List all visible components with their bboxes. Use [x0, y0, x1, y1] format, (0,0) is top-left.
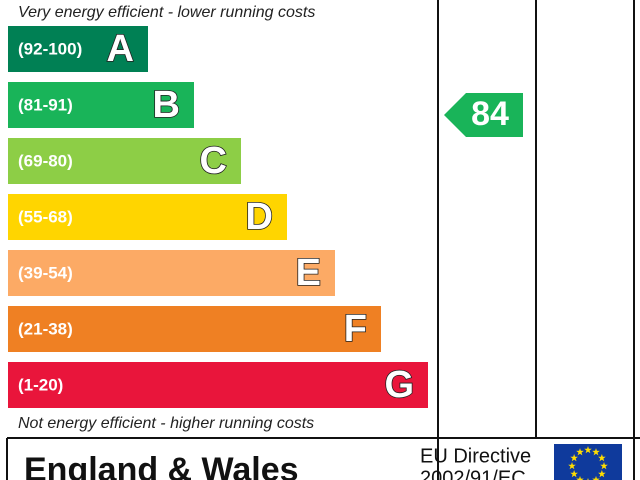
top-note: Very energy efficient - lower running co… — [18, 4, 315, 21]
band — [8, 26, 148, 72]
bottom-note: Not energy efficient - higher running co… — [18, 415, 314, 432]
band-range: (1-20) — [18, 375, 63, 394]
eu-star — [568, 462, 576, 470]
band-letter: A — [107, 28, 134, 70]
band-letter: F — [344, 308, 367, 350]
eu-stars — [568, 446, 608, 480]
band-letter: C — [200, 140, 227, 182]
band-range: (92-100) — [18, 39, 82, 58]
band-letter: G — [384, 364, 414, 406]
eu-star — [584, 446, 592, 454]
band-letter: B — [153, 84, 180, 126]
directive: EU Directive — [420, 445, 531, 467]
band — [8, 250, 335, 296]
band — [8, 194, 287, 240]
eu-star — [576, 475, 584, 480]
band-range: (69-80) — [18, 151, 73, 170]
band — [8, 82, 194, 128]
eu-star — [598, 470, 606, 478]
eu-star — [570, 454, 578, 462]
eu-star — [592, 475, 600, 480]
eu-star — [592, 448, 600, 456]
eu-star — [570, 470, 578, 478]
eu-star — [576, 448, 584, 456]
band — [8, 362, 428, 408]
band-range: (21-38) — [18, 319, 73, 338]
eu-star — [600, 462, 608, 470]
band-range: (55-68) — [18, 207, 73, 226]
region: England & Wales — [24, 451, 299, 480]
band — [8, 306, 381, 352]
band — [8, 138, 241, 184]
frame — [6, 0, 640, 480]
band-letter: D — [246, 196, 273, 238]
eu-star — [598, 454, 606, 462]
current-rating-arrow — [444, 93, 523, 137]
band-range: (39-54) — [18, 263, 73, 282]
band-range: (81-91) — [18, 95, 73, 114]
directive: 2002/91/EC — [420, 467, 526, 480]
current-rating: 84 — [471, 95, 509, 133]
band-letter: E — [296, 252, 321, 294]
